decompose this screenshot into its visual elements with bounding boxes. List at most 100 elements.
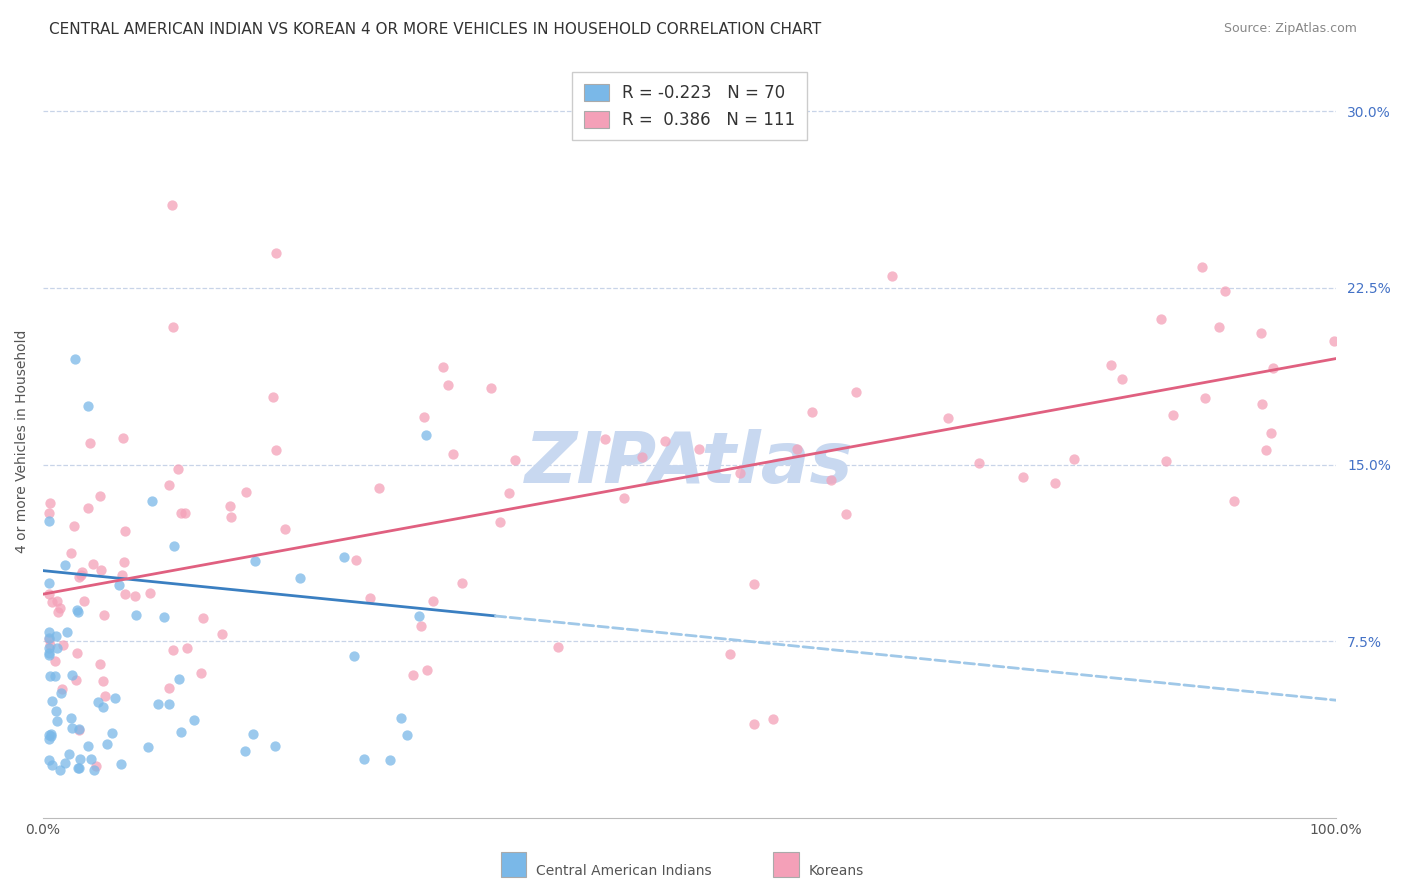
Point	[1150, 311, 1173, 326]
Point	[1256, 443, 1278, 458]
Point	[160, 198, 183, 212]
Point	[408, 608, 430, 623]
Point	[481, 381, 503, 395]
Point	[1250, 326, 1272, 341]
Point	[688, 442, 710, 456]
Point	[82, 557, 104, 571]
Point	[38, 731, 60, 746]
Point	[45, 629, 67, 643]
Point	[1260, 425, 1282, 440]
Point	[630, 450, 652, 464]
Point	[66, 646, 89, 660]
Point	[1194, 391, 1216, 405]
Point	[415, 663, 437, 677]
Point	[67, 761, 90, 775]
Point	[969, 456, 991, 470]
Point	[39, 668, 62, 682]
Point	[332, 550, 354, 565]
Point	[190, 666, 212, 681]
Point	[936, 411, 959, 425]
Point	[39, 727, 62, 741]
Point	[41, 594, 63, 608]
Point	[219, 499, 242, 513]
Point	[547, 640, 569, 654]
Point	[60, 721, 83, 735]
Point	[157, 681, 180, 695]
Point	[79, 436, 101, 450]
Text: Koreans: Koreans	[808, 863, 863, 878]
Point	[167, 461, 190, 475]
Point	[167, 672, 190, 686]
Point	[108, 578, 131, 592]
Point	[274, 522, 297, 536]
Point	[219, 510, 242, 524]
Point	[125, 608, 148, 623]
Point	[1323, 334, 1346, 348]
Point	[51, 682, 73, 697]
Point	[834, 508, 856, 522]
Point	[58, 747, 80, 762]
Point	[46, 714, 69, 728]
Point	[60, 545, 83, 559]
Point	[38, 648, 60, 663]
Point	[104, 690, 127, 705]
Point	[148, 697, 170, 711]
Point	[503, 453, 526, 467]
Point	[38, 753, 60, 767]
Text: CENTRAL AMERICAN INDIAN VS KOREAN 4 OR MORE VEHICLES IN HOUSEHOLD CORRELATION CH: CENTRAL AMERICAN INDIAN VS KOREAN 4 OR M…	[49, 22, 821, 37]
Point	[786, 442, 808, 456]
Point	[38, 624, 60, 639]
Point	[70, 568, 93, 582]
Point	[170, 506, 193, 520]
Point	[86, 695, 108, 709]
Point	[235, 484, 257, 499]
Point	[77, 399, 100, 413]
Point	[162, 319, 184, 334]
Point	[1223, 494, 1246, 508]
Point	[613, 491, 636, 505]
Point	[112, 431, 135, 445]
Point	[52, 638, 75, 652]
Point	[153, 610, 176, 624]
Point	[44, 654, 66, 668]
Point	[69, 752, 91, 766]
Point	[1263, 361, 1285, 376]
Point	[820, 473, 842, 487]
Point	[38, 631, 60, 645]
Point	[38, 638, 60, 652]
Point	[44, 669, 66, 683]
Point	[1208, 320, 1230, 334]
Point	[53, 558, 76, 573]
Point	[157, 478, 180, 492]
Point	[163, 540, 186, 554]
Point	[77, 501, 100, 516]
Point	[39, 496, 62, 510]
Point	[39, 729, 62, 743]
Point	[83, 764, 105, 778]
Point	[174, 506, 197, 520]
Point	[110, 756, 132, 771]
Text: Central American Indians: Central American Indians	[536, 863, 711, 878]
Point	[343, 649, 366, 664]
Point	[38, 646, 60, 660]
Point	[41, 757, 63, 772]
Point	[1012, 470, 1035, 484]
Point	[45, 704, 67, 718]
Point	[450, 576, 472, 591]
Point	[1213, 284, 1236, 298]
Point	[46, 593, 69, 607]
Point	[49, 601, 72, 615]
Point	[593, 432, 616, 446]
Point	[498, 486, 520, 500]
Point	[800, 405, 823, 419]
Point	[242, 727, 264, 741]
Point	[718, 648, 741, 662]
Point	[1251, 397, 1274, 411]
Point	[49, 686, 72, 700]
Point	[263, 739, 285, 754]
Point	[89, 489, 111, 503]
Point	[60, 668, 83, 682]
Point	[63, 351, 86, 366]
Point	[114, 587, 136, 601]
Point	[93, 607, 115, 622]
